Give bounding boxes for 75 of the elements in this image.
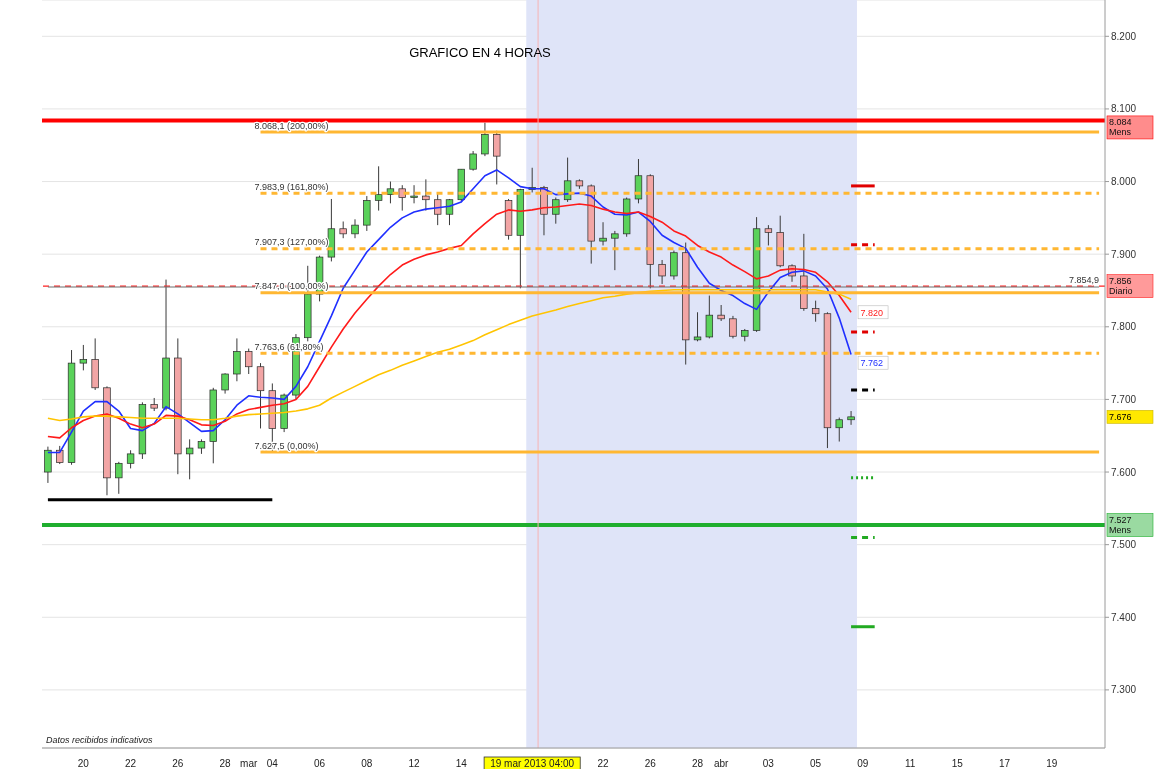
x-tick-label: 15 — [951, 758, 964, 769]
candlestick — [245, 348, 253, 375]
annotation: Datos recibidos indicativos — [46, 735, 154, 745]
candlestick — [693, 311, 702, 342]
y-tick-label: 8.200 — [1111, 30, 1137, 42]
x-tick-label: 20 — [77, 758, 90, 769]
text: 7.676 — [1109, 411, 1132, 422]
y-tick-label: 8.000 — [1111, 176, 1137, 188]
candlestick — [256, 362, 265, 429]
x-tick-label: 22 — [597, 758, 610, 769]
candlestick — [386, 181, 395, 204]
y-tick-label: 7.300 — [1111, 684, 1137, 696]
x-tick-label: 14 — [455, 758, 468, 769]
candlestick — [599, 221, 607, 246]
x-tick-label: 28 — [691, 758, 704, 769]
candlestick — [398, 184, 406, 212]
series-label: 7.854,9 — [1069, 275, 1100, 286]
candlestick — [705, 295, 714, 339]
candlestick — [670, 250, 678, 281]
candlestick — [410, 184, 418, 204]
candlestick — [847, 410, 855, 426]
candlestick — [126, 449, 135, 469]
candlestick — [469, 150, 477, 172]
candlestick — [221, 372, 229, 395]
candlestick — [811, 300, 820, 323]
y-tick-label: 8.100 — [1111, 103, 1137, 115]
candlestick — [374, 165, 383, 212]
x-tick-label: 26 — [644, 758, 657, 769]
series-label: 7.983,9 (161,80%) — [254, 181, 329, 192]
y-tick-label: 7.900 — [1111, 248, 1137, 260]
candlestick — [611, 230, 619, 271]
candlestick — [658, 259, 666, 285]
series-label: 8.068,1 (200,00%) — [254, 120, 329, 131]
candlestick — [729, 315, 737, 339]
x-tick-label: 19 — [1046, 758, 1058, 769]
x-tick-label: 12 — [408, 758, 421, 769]
candlestick — [44, 446, 52, 484]
x-tick-label: abr — [713, 758, 730, 769]
x-tick-label: 08 — [361, 758, 373, 769]
x-tick-label: 05 — [810, 758, 822, 769]
x-tick-label: 19 mar 2013 04:00 — [490, 758, 575, 769]
x-tick-label: 22 — [125, 758, 137, 769]
ref-line-label: 7.856 Diario — [1109, 276, 1133, 297]
candlestick — [422, 178, 430, 212]
x-tick-label: 09 — [857, 758, 869, 769]
series-label: 7.907,3 (127,00%) — [254, 237, 329, 248]
x-tick-label: 06 — [314, 758, 326, 769]
x-tick-label: mar — [240, 758, 258, 769]
candlestick — [835, 417, 843, 443]
x-tick-label: 04 — [266, 758, 279, 769]
x-tick-label: 28 — [219, 758, 232, 769]
text: GRAFICO EN 4 HORAS — [409, 45, 552, 60]
y-tick-label: 7.500 — [1111, 539, 1137, 551]
candlestick — [481, 122, 489, 157]
candlestick — [56, 445, 64, 465]
candlestick — [634, 158, 643, 204]
candlestick — [563, 157, 572, 203]
y-tick-label: 7.600 — [1111, 466, 1137, 478]
data-label: 7.762 — [860, 358, 884, 369]
data-label: 7.820 — [860, 307, 884, 318]
candlestick — [115, 461, 123, 495]
x-tick-label: 03 — [762, 758, 775, 769]
x-tick-label: 26 — [172, 758, 184, 769]
y-tick-label: 7.400 — [1111, 611, 1137, 623]
y-tick-label: 7.700 — [1111, 393, 1137, 405]
candlestick — [185, 438, 194, 480]
ref-line-label: 8.084 Mens — [1109, 117, 1132, 138]
y-tick-label: 7.800 — [1111, 321, 1137, 333]
candlestick — [351, 218, 359, 239]
ref-line-label: 7.527 Mens — [1109, 515, 1132, 536]
candlestick — [233, 337, 241, 382]
candlestick — [79, 344, 88, 371]
x-tick-label: 11 — [904, 758, 916, 769]
x-tick-label: 17 — [999, 758, 1011, 769]
candlestick — [764, 224, 773, 246]
